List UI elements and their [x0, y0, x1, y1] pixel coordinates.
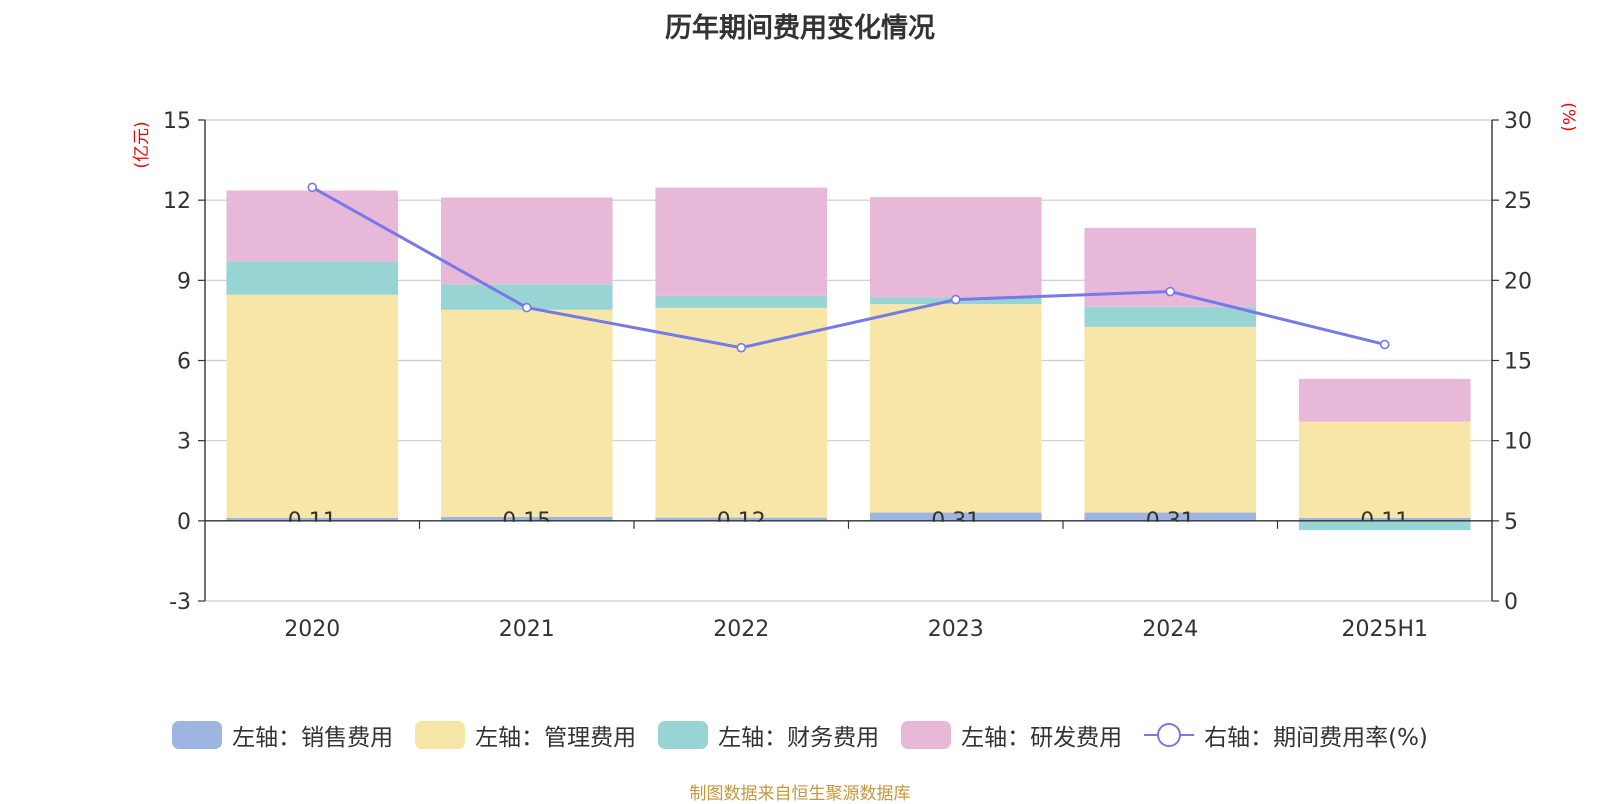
bar-segment [440, 309, 613, 517]
bar-segment [226, 294, 399, 518]
x-axis-tick-label: 2020 [284, 617, 340, 642]
line-layer [307, 182, 1390, 353]
bars-layer: 0.110.150.120.310.310.11 [206, 187, 1491, 534]
bar-segment [869, 304, 1042, 513]
legend-label: 右轴：期间费用率(%) [1204, 725, 1428, 751]
rate-point [521, 302, 532, 313]
legend-item[interactable]: 左轴：销售费用 [172, 718, 393, 752]
left-axis-tick-label: -3 [169, 590, 191, 615]
bar-segment [1298, 421, 1471, 518]
right-axis-tick-label: 10 [1504, 430, 1532, 455]
x-axis-tick-label: 2024 [1142, 617, 1198, 642]
legend-item[interactable]: 右轴：期间费用率(%) [1144, 718, 1428, 752]
bar-segment [1298, 520, 1471, 531]
bar-segment [869, 512, 1042, 521]
rate-line [311, 186, 1386, 350]
bar-segment [1298, 378, 1471, 422]
bar-segment [440, 197, 613, 285]
bar-segment [1298, 517, 1471, 521]
legend-item[interactable]: 左轴：研发费用 [901, 718, 1122, 752]
x-axis-tick-label: 2025H1 [1341, 617, 1428, 642]
left-axis-tick-label: 3 [177, 430, 191, 455]
legend-label: 左轴：财务费用 [718, 725, 880, 751]
rate-point [1379, 339, 1390, 350]
legend-line-marker-icon [1144, 721, 1195, 749]
left-axis-unit: (亿元) [132, 121, 152, 168]
left-axis-tick-label: 9 [177, 269, 191, 294]
right-axis-tick-label: 20 [1504, 269, 1532, 294]
right-axis-tick-label: 25 [1504, 189, 1532, 214]
legend-label: 左轴：管理费用 [475, 725, 637, 751]
right-axis-tick-label: 5 [1504, 510, 1518, 535]
legend-item[interactable]: 左轴：管理费用 [415, 718, 636, 752]
right-axis-unit: (%) [1558, 102, 1578, 131]
source-note: 制图数据来自恒生聚源数据库 [689, 784, 911, 804]
rate-point [307, 182, 318, 193]
bar-segment [655, 187, 828, 296]
bar-segment [226, 261, 399, 295]
bar-segment [1084, 326, 1257, 513]
rate-point [1165, 286, 1176, 297]
x-axis-tick-label: 2021 [499, 617, 555, 642]
chart-title: 历年期间费用变化情况 [665, 13, 935, 44]
bar-segment [226, 190, 399, 262]
left-axis-tick-label: 6 [177, 350, 191, 375]
legend-swatch [172, 721, 223, 749]
legend-swatch [415, 721, 466, 749]
rate-point [736, 342, 747, 353]
left-axis-tick-label: 12 [163, 189, 191, 214]
bar-segment [869, 197, 1042, 298]
left-axis-tick-label: 15 [163, 109, 191, 134]
bar-segment [655, 517, 828, 521]
legend: 左轴：销售费用 左轴：管理费用 左轴：财务费用 左轴：研发费用 右轴：期间费用率(%) [0, 718, 1600, 752]
legend-swatch [658, 721, 709, 749]
bar-segment [655, 307, 828, 518]
x-axis-tick-label: 2023 [928, 617, 984, 642]
left-axis-tick-label: 0 [177, 510, 191, 535]
bar-segment [655, 295, 828, 308]
legend-swatch [901, 721, 952, 749]
legend-label: 左轴：销售费用 [232, 725, 394, 751]
axes-layer: -3 0 3 6 9 12 15 0 5 10 15 20 25 30 2020 2021 2022 2023 20… [163, 109, 1532, 642]
legend-item[interactable]: 左轴：财务费用 [658, 718, 879, 752]
bar-segment [1084, 512, 1257, 521]
x-axis-tick-label: 2022 [713, 617, 769, 642]
legend-label: 左轴：研发费用 [961, 725, 1123, 751]
right-axis-tick-label: 0 [1504, 590, 1518, 615]
rate-point [950, 294, 961, 305]
right-axis-tick-label: 30 [1504, 109, 1532, 134]
bar-segment [226, 517, 399, 521]
bar-segment [1084, 306, 1257, 327]
right-axis-tick-label: 15 [1504, 350, 1532, 375]
bar-segment [440, 516, 613, 521]
